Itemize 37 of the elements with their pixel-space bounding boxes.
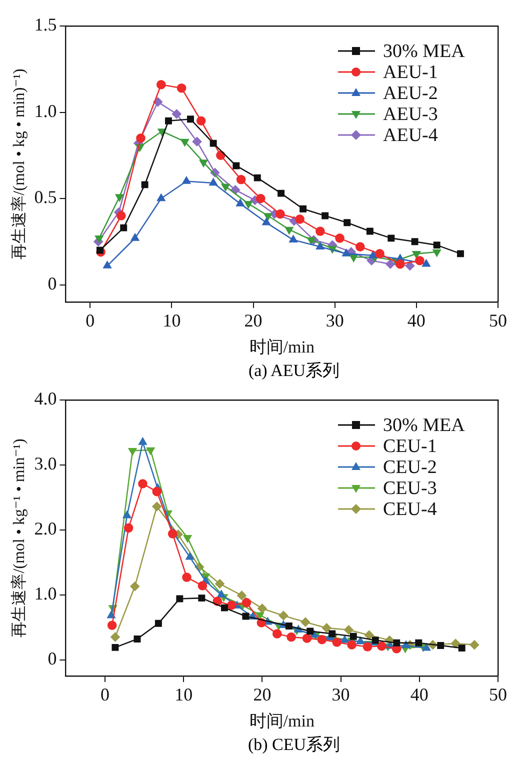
y-tick-label: 0.5 xyxy=(34,187,57,208)
y-tick-label: 1.0 xyxy=(34,584,57,604)
legend-label: CEU-3 xyxy=(383,478,437,499)
y-tick-label: 2.0 xyxy=(34,518,57,539)
legend-label: AEU-4 xyxy=(383,124,438,146)
x-tick-label: 50 xyxy=(489,684,507,705)
legend-label: CEU-4 xyxy=(383,498,438,520)
y-axis-title: 再生速率/(mol • kg⁻¹ • min⁻¹) xyxy=(10,438,28,638)
text: (b) CEU系列 xyxy=(246,734,342,756)
legend-label: AEU-2 xyxy=(383,82,438,104)
x-tick-label: 20 xyxy=(244,310,262,331)
x-tick-label: 0 xyxy=(86,310,95,331)
x-tick-label: 30 xyxy=(326,310,344,331)
y-tick-label: 3.0 xyxy=(34,454,57,474)
x-tick-label: 50 xyxy=(489,310,507,331)
text: (a) AEU系列 xyxy=(247,360,341,382)
x-axis-title: 时间/min xyxy=(249,711,315,730)
legend-label: CEU-2 xyxy=(383,456,437,478)
x-tick-label: 10 xyxy=(162,310,181,331)
y-tick-label: 4.0 xyxy=(34,388,57,409)
legend-label: AEU-1 xyxy=(383,62,438,83)
y-tick-label: 1.5 xyxy=(34,14,57,35)
legend-label: 30% MEA xyxy=(383,414,466,436)
y-tick-label: 0 xyxy=(48,273,57,294)
legend-label: AEU-3 xyxy=(383,104,438,125)
y-tick-label: 0 xyxy=(48,648,57,668)
x-tick-label: 40 xyxy=(407,310,426,331)
x-tick-label: 0 xyxy=(100,684,110,705)
legend-label: CEU-1 xyxy=(383,436,437,457)
x-tick-label: 20 xyxy=(253,684,272,705)
y-axis-title: 再生速率/(mol • kg • min)⁻¹) xyxy=(10,68,28,260)
legend-label: 30% MEA xyxy=(383,40,466,62)
x-tick-label: 30 xyxy=(332,684,350,705)
x-axis-title: 时间/min xyxy=(249,337,315,356)
x-tick-label: 10 xyxy=(174,684,193,705)
x-tick-label: 40 xyxy=(410,684,428,705)
y-tick-label: 1.0 xyxy=(34,100,57,121)
